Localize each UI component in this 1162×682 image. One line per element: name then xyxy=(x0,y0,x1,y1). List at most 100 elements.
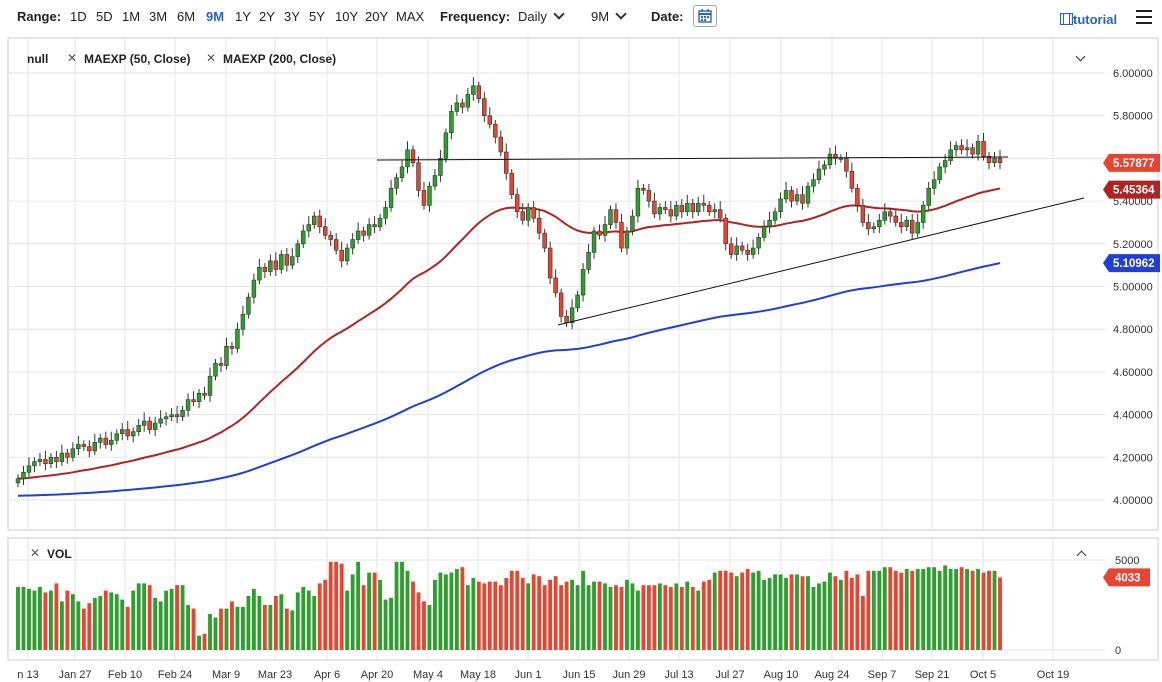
date-tick-label: Oct 19 xyxy=(1037,669,1069,681)
volume-bar xyxy=(460,567,465,650)
price-tick-label: 5.20000 xyxy=(1113,239,1153,251)
candle xyxy=(531,201,536,223)
candle xyxy=(130,427,136,443)
volume-bar xyxy=(992,570,997,650)
volume-tick-label: 5000 xyxy=(1115,555,1139,567)
range-20y-button[interactable]: 20Y xyxy=(365,9,389,24)
volume-bar xyxy=(937,570,942,650)
volume-bar xyxy=(784,578,788,650)
ma50-path xyxy=(17,187,1001,480)
volume-bar xyxy=(685,581,690,650)
candle xyxy=(229,342,235,355)
candle xyxy=(981,132,986,161)
candle xyxy=(646,184,652,208)
candle xyxy=(630,209,635,236)
candle xyxy=(416,156,421,197)
candle xyxy=(833,145,838,165)
volume-bar xyxy=(465,585,470,650)
volume-bar xyxy=(504,578,509,650)
candle xyxy=(663,201,668,214)
candle xyxy=(460,98,465,114)
range-5d-button[interactable]: 5D xyxy=(96,9,113,24)
candle xyxy=(399,160,405,182)
period-select[interactable]: 9M xyxy=(591,8,627,24)
range-1m-button[interactable]: 1M xyxy=(122,9,141,24)
range-1y-button[interactable]: 1Y xyxy=(235,9,251,24)
price-tick-label: 4.00000 xyxy=(1113,495,1153,507)
date-tick-label: Apr 6 xyxy=(314,669,340,681)
candle xyxy=(136,418,141,436)
remove-ma200-icon[interactable]: ✕ xyxy=(206,51,217,65)
volume-bar xyxy=(553,576,558,650)
volume-bar xyxy=(306,590,311,650)
date-tick-label: Sep 21 xyxy=(915,669,950,681)
volume-bar xyxy=(509,570,514,650)
tutorial-label: tutorial xyxy=(1073,12,1118,27)
volume-bar xyxy=(312,596,317,650)
candle xyxy=(432,169,438,191)
volume-bar xyxy=(43,592,48,650)
calendar-button[interactable] xyxy=(693,5,717,27)
candle xyxy=(882,203,888,225)
candle xyxy=(487,107,493,129)
candle xyxy=(141,412,147,432)
volume-bar xyxy=(251,588,256,650)
volume-bar xyxy=(142,583,147,650)
candle xyxy=(235,322,240,353)
volume-bar xyxy=(109,592,114,650)
volume-bar xyxy=(592,581,596,650)
range-5y-button[interactable]: 5Y xyxy=(309,9,325,24)
date-tick-label: Aug 10 xyxy=(764,669,799,681)
range-1d-button[interactable]: 1D xyxy=(70,9,87,24)
range-3m-button[interactable]: 3M xyxy=(149,9,168,24)
candle xyxy=(465,87,471,112)
remove-ma50-icon[interactable]: ✕ xyxy=(67,51,78,65)
candle xyxy=(196,388,202,409)
range-max-button[interactable]: MAX xyxy=(396,9,425,24)
frequency-select[interactable]: Daily xyxy=(518,8,565,24)
volume-bar xyxy=(575,585,580,650)
range-2y-button[interactable]: 2Y xyxy=(259,9,275,24)
candle xyxy=(624,226,630,255)
candle xyxy=(185,393,191,417)
candle xyxy=(767,211,772,234)
candle xyxy=(207,367,213,402)
volume-bar xyxy=(520,578,525,650)
remove-volume-icon[interactable]: ✕ xyxy=(30,546,41,560)
candle xyxy=(602,216,608,242)
candle xyxy=(619,213,624,253)
volume-bar xyxy=(734,576,739,650)
range-6m-button[interactable]: 6M xyxy=(177,9,196,24)
candle xyxy=(306,216,311,238)
candle xyxy=(328,230,333,246)
range-10y-button[interactable]: 10Y xyxy=(335,9,359,24)
candle xyxy=(805,181,811,208)
candle xyxy=(26,457,32,477)
volume-bar xyxy=(48,590,53,650)
volume-panel-frame xyxy=(7,537,1159,661)
volume-bar xyxy=(866,570,871,650)
svg-text:4033: 4033 xyxy=(1115,572,1141,584)
candle xyxy=(778,192,783,219)
candle xyxy=(103,431,108,449)
tutorial-link[interactable]: tutorial xyxy=(1059,12,1118,27)
date-tick-label: n 13 xyxy=(17,669,38,681)
menu-icon[interactable] xyxy=(1136,10,1152,24)
range-9m-button[interactable]: 9M xyxy=(206,9,225,24)
candle xyxy=(558,288,564,323)
volume-bar xyxy=(279,594,284,650)
volume-bar xyxy=(762,579,767,650)
volume-bar xyxy=(70,594,75,650)
volume-bar xyxy=(21,587,26,650)
volume-bar xyxy=(943,565,948,650)
volume-bar xyxy=(855,574,860,650)
candle xyxy=(855,184,860,212)
range-3y-button[interactable]: 3Y xyxy=(284,9,300,24)
film-icon xyxy=(1059,12,1074,26)
volume-bar xyxy=(153,597,158,650)
candle xyxy=(745,243,750,261)
candle xyxy=(591,226,597,259)
volume-bar xyxy=(614,585,618,650)
candle xyxy=(811,173,816,193)
